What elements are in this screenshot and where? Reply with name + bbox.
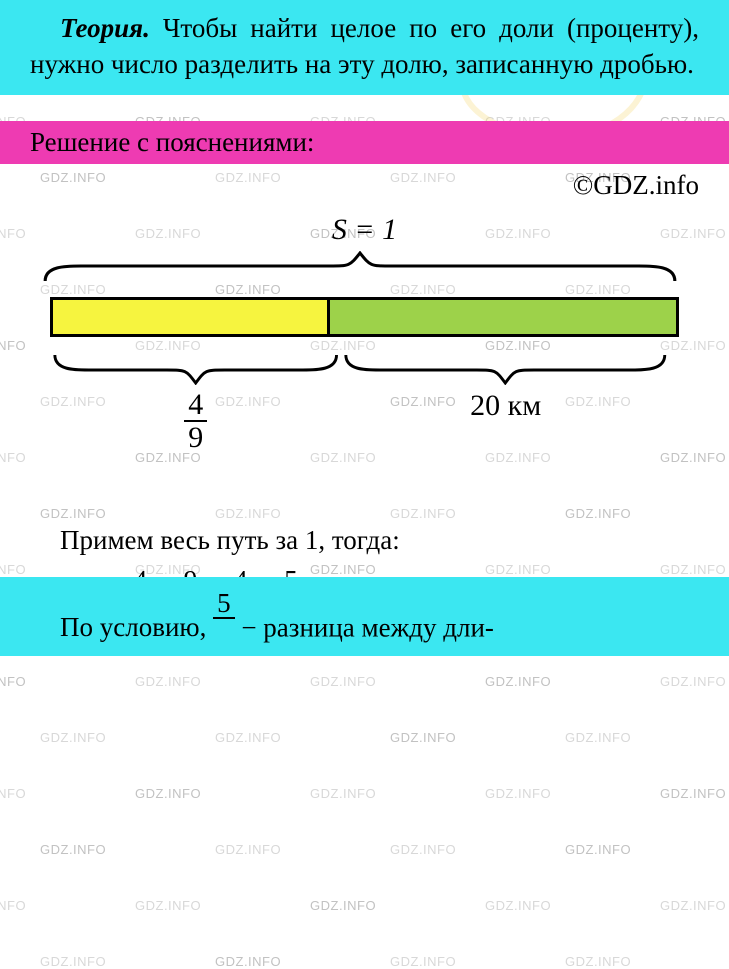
bar [50,297,679,337]
bar-seg-2 [327,300,676,334]
copyright-text: ©GDZ.info [0,164,729,201]
brace-left-label: 49 [50,389,341,454]
footer-box: По условию, 5 − разница между дли- [0,577,729,656]
brace-right-label: 20 км [341,389,670,423]
solution-header: Решение с пояснениями: [0,121,729,164]
intro-line: Примем весь путь за 1, тогда: [0,521,729,560]
page-content: Теория. Чтобы найти целое по его доли (п… [0,0,729,656]
brace-bottom-right [341,351,670,385]
diagram-top-label: S = 1 [40,213,689,247]
brace-bottom-left [50,351,341,385]
theory-box: Теория. Чтобы найти целое по его доли (п… [0,0,729,95]
theory-title: Теория. [60,13,150,43]
diagram: S = 1 49 20 км [40,211,689,501]
brace-top [40,251,680,285]
bar-seg-1 [53,300,327,334]
